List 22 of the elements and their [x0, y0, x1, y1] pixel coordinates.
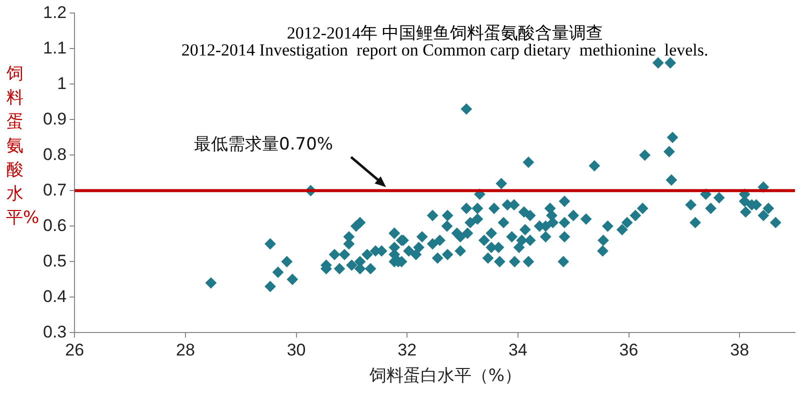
y-tick-label: 0.7 [42, 180, 67, 200]
y-tick-label: 0.4 [42, 286, 67, 306]
x-tick-label: 28 [176, 340, 195, 360]
x-tick-label: 38 [730, 340, 750, 360]
y-tick-label: 0.9 [42, 109, 67, 128]
text: 2012-2014年 中国鲤鱼饲料蛋氨酸含量调查 [286, 24, 603, 43]
y-tick-label: 0.6 [42, 216, 67, 235]
x-tick-label: 34 [508, 340, 528, 360]
y-tick-label: 0.3 [42, 322, 67, 342]
y-tick-label: 0.8 [42, 144, 67, 164]
x-axis-title: 饲料蛋白水平（%） [368, 365, 523, 387]
y-tick-label: 1 [57, 74, 67, 93]
y-tick-label: 1.2 [42, 2, 67, 22]
text: 2012-2014 Investigation report on Common carp dietary methionine levels. [181, 40, 708, 60]
y-axis-title: 饲料蛋氨酸水平% [6, 63, 40, 230]
x-tick-label: 32 [398, 340, 417, 360]
annotation: 最低需求量0.70% [194, 134, 334, 155]
x-tick-label: 36 [619, 340, 638, 360]
y-tick-label: 0.5 [42, 251, 67, 270]
x-tick-label: 30 [286, 340, 306, 360]
y-tick-label: 1.1 [42, 38, 67, 58]
x-tick-label: 26 [65, 340, 84, 360]
